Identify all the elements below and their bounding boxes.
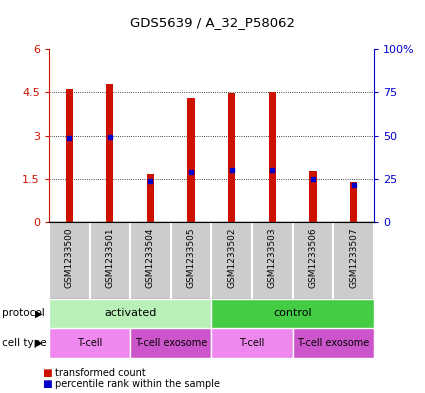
Text: cell type: cell type xyxy=(2,338,47,348)
Bar xyxy=(211,299,374,328)
Bar xyxy=(49,299,211,328)
Text: control: control xyxy=(273,309,312,318)
Text: ▶: ▶ xyxy=(35,309,43,318)
Bar xyxy=(65,89,73,222)
Bar xyxy=(106,84,113,222)
Bar xyxy=(309,171,317,222)
Text: GSM1233502: GSM1233502 xyxy=(227,228,236,288)
Bar xyxy=(269,92,276,222)
Text: GDS5639 / A_32_P58062: GDS5639 / A_32_P58062 xyxy=(130,16,295,29)
Text: GSM1233505: GSM1233505 xyxy=(187,228,196,288)
Text: GSM1233500: GSM1233500 xyxy=(65,228,74,288)
Text: GSM1233507: GSM1233507 xyxy=(349,228,358,288)
Text: T-cell exosome: T-cell exosome xyxy=(135,338,207,348)
Text: T-cell exosome: T-cell exosome xyxy=(297,338,369,348)
Text: ■: ■ xyxy=(42,379,52,389)
Bar xyxy=(211,328,293,358)
Bar xyxy=(187,98,195,222)
Bar xyxy=(147,174,154,222)
Text: activated: activated xyxy=(104,309,156,318)
Text: transformed count: transformed count xyxy=(55,367,146,378)
Text: GSM1233506: GSM1233506 xyxy=(309,228,317,288)
Text: GSM1233504: GSM1233504 xyxy=(146,228,155,288)
Text: GSM1233503: GSM1233503 xyxy=(268,228,277,288)
Text: GSM1233501: GSM1233501 xyxy=(105,228,114,288)
Text: T-cell: T-cell xyxy=(77,338,102,348)
Bar xyxy=(130,328,211,358)
Text: protocol: protocol xyxy=(2,309,45,318)
Text: T-cell: T-cell xyxy=(239,338,265,348)
Bar xyxy=(49,328,130,358)
Text: ▶: ▶ xyxy=(35,338,43,348)
Bar xyxy=(350,182,357,222)
Text: ■: ■ xyxy=(42,367,52,378)
Bar xyxy=(293,328,374,358)
Bar xyxy=(228,93,235,222)
Text: percentile rank within the sample: percentile rank within the sample xyxy=(55,379,220,389)
